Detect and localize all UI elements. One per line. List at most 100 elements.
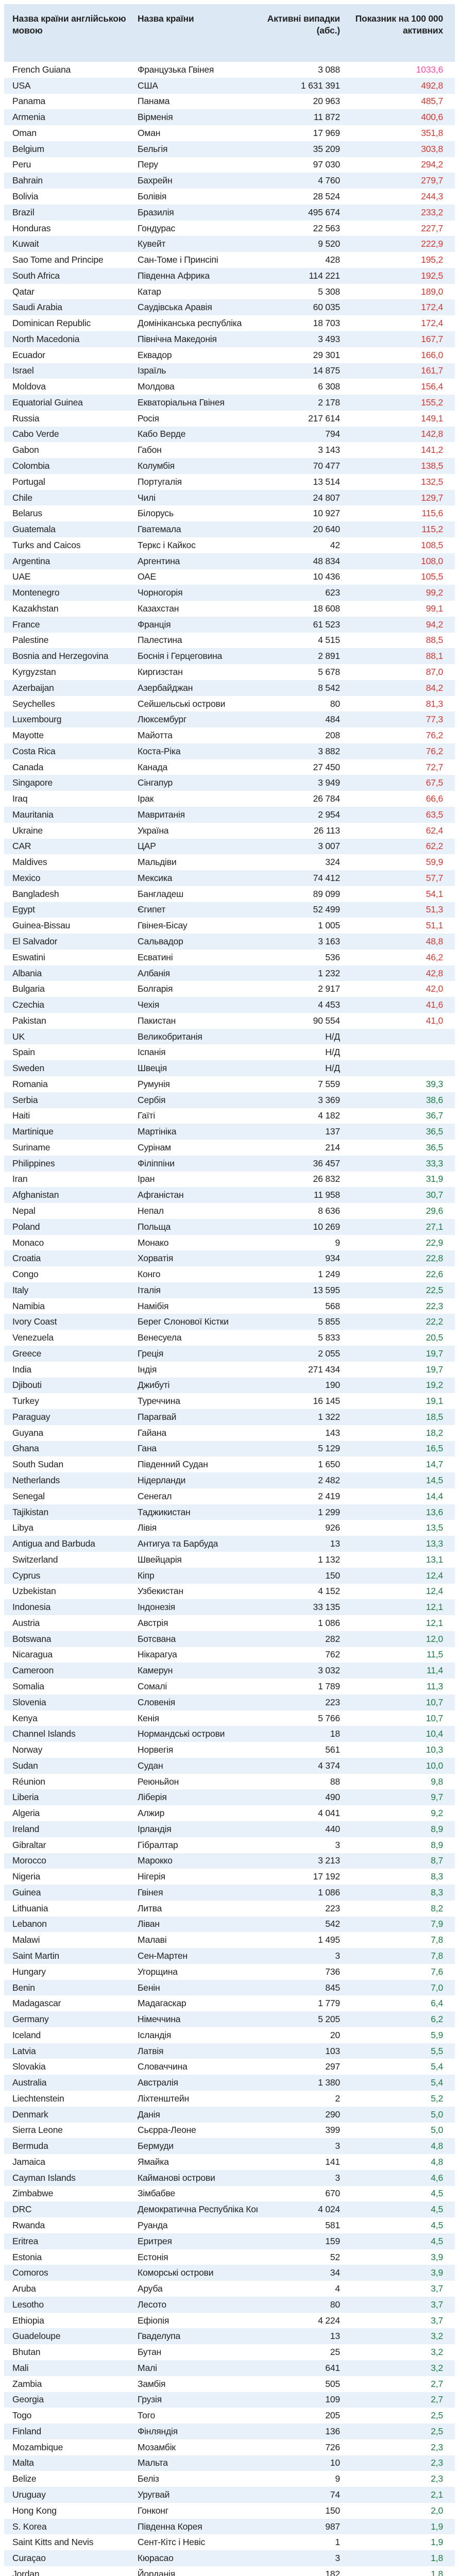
rate-per-100k-value: 115,6: [421, 508, 444, 519]
country-name-en: Turks and Caicos: [12, 539, 81, 550]
country-name-en: Haiti: [12, 1110, 30, 1121]
country-name-en: Uzbekistan: [12, 1586, 56, 1597]
country-name-en: Denmark: [12, 2109, 48, 2120]
country-name-uk: Філіппіни: [138, 1158, 175, 1168]
covid-active-cases-table: Назва країни англійською мовою Назва кра…: [4, 4, 455, 2576]
table-row: Honduras Гондурас 22 563 227,7: [4, 221, 455, 236]
rate-per-100k-value: 5,9: [431, 2029, 443, 2040]
country-name-en: Guatemala: [12, 524, 56, 535]
active-cases-value: 1 086: [318, 1887, 340, 1897]
active-cases-value: 4 374: [318, 1760, 340, 1771]
active-cases-value: 9 520: [318, 239, 340, 249]
country-name-en: Cayman Islands: [12, 2172, 76, 2183]
country-name-uk: Екваторіальна Гвінея: [138, 397, 225, 408]
country-name-en: Greece: [12, 1348, 42, 1359]
table-row: Serbia Сербія 3 369 38,6: [4, 1092, 455, 1108]
country-name-en: South Sudan: [12, 1459, 63, 1470]
active-cases-value: 987: [325, 2521, 340, 2532]
rate-per-100k-value: 16,5: [426, 1443, 443, 1454]
country-name-uk: Білорусь: [138, 508, 174, 519]
country-name-uk: Вірменія: [138, 112, 173, 123]
table-row: Curaçao Кюрасао 3 1,8: [4, 2550, 455, 2566]
table-row: Mexico Мексика 74 412 57,7: [4, 870, 455, 886]
active-cases-value: 3 949: [318, 777, 340, 788]
rate-per-100k-value: 14,7: [426, 1459, 443, 1470]
rate-per-100k-value: 189,0: [421, 286, 443, 297]
country-name-en: Eswatini: [12, 952, 45, 962]
country-name-en: Bermuda: [12, 2141, 48, 2151]
active-cases-value: 18 703: [313, 318, 340, 329]
country-name-uk: Майотта: [138, 730, 173, 741]
country-name-uk: Демократична Республіка Конго: [138, 2204, 258, 2215]
active-cases-value: 3: [335, 2172, 340, 2183]
rate-per-100k-value: 12,1: [426, 1602, 443, 1613]
active-cases-value: 726: [325, 2442, 340, 2452]
table-row: Qatar Катар 5 308 189,0: [4, 284, 455, 300]
table-row: Guinea Гвінея 1 086 8,3: [4, 1885, 455, 1901]
table-row: Sierra Leone Сьєрра-Леоне 399 5,0: [4, 2123, 455, 2139]
active-cases-value: 159: [325, 2235, 340, 2246]
table-row: Rwanda Руанда 581 4,5: [4, 2217, 455, 2233]
table-row: Malawi Малаві 1 495 7,8: [4, 1932, 455, 1948]
active-cases-value: 90 554: [313, 1015, 340, 1026]
table-row: Malta Мальта 10 2,3: [4, 2455, 455, 2471]
active-cases-value: 6 308: [318, 381, 340, 392]
country-name-uk: Коста-Ріка: [138, 745, 181, 756]
rate-per-100k-value: 14,4: [426, 1490, 443, 1501]
country-name-uk: Монако: [138, 1237, 169, 1248]
table-row: Iceland Ісландія 20 5,9: [4, 2027, 455, 2043]
country-name-en: North Macedonia: [12, 333, 80, 344]
rate-per-100k-value: 8,7: [431, 1855, 443, 1866]
country-name-en: Poland: [12, 1221, 40, 1232]
country-name-en: Belize: [12, 2473, 37, 2484]
country-name-en: Malta: [12, 2458, 34, 2468]
rate-per-100k-value: 36,5: [426, 1126, 443, 1137]
rate-per-100k-value: 222,9: [421, 239, 443, 249]
country-name-en: Mali: [12, 2362, 29, 2373]
active-cases-value: 2: [335, 2093, 340, 2104]
country-name-uk: Джибуті: [138, 1380, 170, 1391]
rate-per-100k-value: 7,8: [431, 1935, 443, 1945]
rate-per-100k-value: 3,2: [431, 2362, 443, 2373]
country-name-en: Mozambique: [12, 2442, 63, 2452]
table-row: Bulgaria Болгарія 2 917 42,0: [4, 981, 455, 997]
table-row: Costa Rica Коста-Ріка 3 882 76,2: [4, 743, 455, 759]
country-name-uk: Іран: [138, 1174, 155, 1184]
active-cases-value: 80: [330, 698, 340, 709]
col-header-active-cases: Активні випадки (абс.): [267, 13, 340, 36]
country-name-uk: Азербайджан: [138, 682, 193, 693]
active-cases-value: 3: [335, 2553, 340, 2564]
country-name-en: Uruguay: [12, 2489, 46, 2500]
table-row: Brazil Бразилія 495 674 233,2: [4, 204, 455, 221]
rate-per-100k-value: 88,1: [426, 651, 443, 662]
country-name-en: Somalia: [12, 1681, 44, 1691]
country-name-uk: Гвінея-Бісау: [138, 920, 188, 931]
country-name-uk: Берег Слонової Кістки: [138, 1316, 229, 1327]
rate-per-100k-value: 166,0: [421, 349, 443, 360]
country-name-en: Italy: [12, 1284, 29, 1295]
active-cases-value: 26 832: [313, 1174, 340, 1184]
rate-per-100k-value: 54,1: [426, 888, 443, 899]
table-row: Benin Бенін 845 7,0: [4, 1979, 455, 1996]
country-name-uk: Росія: [138, 413, 159, 423]
country-name-en: Portugal: [12, 476, 45, 487]
table-row: Venezuela Венесуела 5 833 20,5: [4, 1330, 455, 1346]
country-name-en: Sudan: [12, 1760, 38, 1771]
table-row: Bangladesh Бангладеш 89 099 54,1: [4, 886, 455, 902]
table-row: Togo Того 205 2,5: [4, 2408, 455, 2424]
active-cases-value: 25: [330, 2347, 340, 2358]
active-cases-value: 223: [325, 1697, 340, 1707]
country-name-en: Djibouti: [12, 1380, 42, 1391]
country-name-uk: Фінляндія: [138, 2426, 178, 2436]
rate-per-100k-value: 132,5: [421, 476, 443, 487]
table-row: Bolivia Болівія 28 524 244,3: [4, 189, 455, 205]
rate-per-100k-value: 66,6: [426, 793, 443, 804]
active-cases-value: 5 855: [318, 1316, 340, 1327]
active-cases-value: 1 299: [318, 1506, 340, 1517]
country-name-uk: Венесуела: [138, 1332, 182, 1343]
rate-per-100k-value: 11,3: [427, 1681, 443, 1691]
table-row: Chile Чилі 24 807 129,7: [4, 489, 455, 506]
country-name-uk: Індія: [138, 1364, 157, 1375]
country-name-en: Turkey: [12, 1396, 39, 1406]
active-cases-value: 4 760: [318, 175, 340, 186]
